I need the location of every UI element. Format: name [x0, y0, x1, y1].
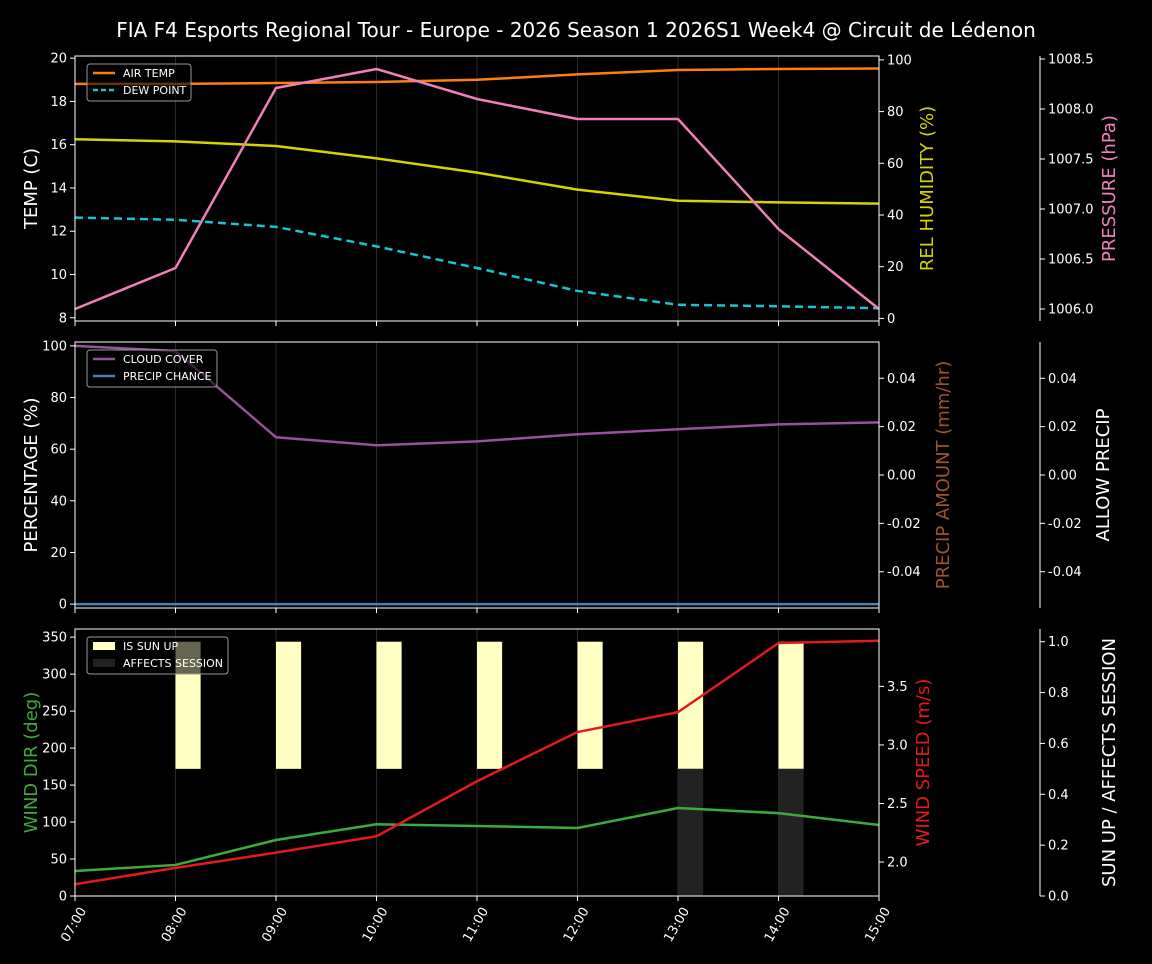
legend-label: CLOUD COVER — [123, 353, 204, 366]
tick-label: 0.0 — [1048, 890, 1069, 905]
series-line-rel-humidity — [74, 137, 880, 205]
tick-label: 80 — [50, 391, 67, 406]
tick-label: 0.00 — [887, 469, 916, 484]
legend: IS SUN UP AFFECTS SESSION — [86, 636, 229, 675]
axis-label: PRESSURE (hPa) — [1099, 115, 1120, 262]
tick-label: -0.02 — [887, 517, 921, 532]
chart-title: FIA F4 Esports Regional Tour - Europe - … — [116, 18, 1036, 42]
series-line-wind-speed-m-s — [74, 639, 880, 886]
tick-label: 2.5 — [887, 797, 908, 812]
tick-label: 350 — [42, 631, 67, 646]
tick-label: -0.04 — [887, 565, 921, 580]
axis-label: WIND SPEED (m/s) — [913, 679, 934, 847]
axis-label: SUN UP / AFFECTS SESSION — [1099, 638, 1120, 887]
tick-label: 1006.0 — [1048, 303, 1094, 318]
tick-label: 50 — [50, 853, 67, 868]
legend-label: IS SUN UP — [123, 640, 179, 653]
tick-label: 300 — [42, 668, 67, 683]
tick-label: 16 — [50, 138, 67, 153]
series-line-dew-point — [74, 216, 880, 310]
tick-label: 1006.5 — [1048, 253, 1094, 268]
panel-3: 0 50 100 150 200 250 300 350 WIND DIR (deg) 2.0 2.… — [21, 628, 1120, 945]
tick-label: 1007.0 — [1048, 203, 1094, 218]
legend-box — [86, 349, 218, 388]
panel-1: 8 10 12 14 16 18 20 TEMP (C) 0 20 40 60 80 100 REL HUM… — [21, 52, 1120, 327]
tick-label: 0.04 — [887, 372, 916, 387]
tick-label: -0.04 — [1048, 565, 1082, 580]
tick-label: 0 — [59, 890, 67, 905]
legend-label: DEW POINT — [123, 84, 187, 97]
tick-label: 3.5 — [887, 680, 908, 695]
tick-label: 1007.5 — [1048, 153, 1094, 168]
bar-affects-session — [778, 768, 804, 896]
tick-label: 1008.0 — [1048, 103, 1094, 118]
bar-is-sun-up — [577, 641, 603, 769]
series-line-air-temp — [75, 67, 880, 86]
axis-label: PRECIP AMOUNT (mm/hr) — [933, 361, 954, 590]
tick-label: 0 — [59, 598, 67, 613]
tick-label: 1008.5 — [1048, 53, 1094, 68]
tick-label: 18 — [50, 95, 67, 110]
tick-label: 0.04 — [1048, 372, 1077, 387]
axis-label: WIND DIR (deg) — [21, 692, 42, 834]
legend-swatch — [93, 642, 115, 650]
series-line-wind-dir-deg — [74, 806, 880, 873]
tick-label: 100 — [887, 53, 912, 68]
tick-label: 20 — [50, 52, 67, 67]
tick-label: 0 — [887, 312, 895, 327]
panel-2: 0 20 40 60 80 100 PERCENTAGE (%) -0.04 -0.02 0.00… — [21, 339, 1114, 613]
tick-label: 40 — [50, 494, 67, 509]
tick-label: 100 — [42, 816, 67, 831]
tick-label: 10 — [50, 268, 67, 283]
tick-label: 12 — [50, 225, 67, 240]
legend-label: AFFECTS SESSION — [123, 657, 223, 670]
bar-is-sun-up — [376, 641, 402, 769]
tick-label: 60 — [50, 443, 67, 458]
tick-label: 60 — [887, 157, 904, 172]
tick-label: 0.8 — [1048, 686, 1069, 701]
tick-label: 0.4 — [1048, 788, 1069, 803]
tick-label: 0.2 — [1048, 839, 1069, 854]
tick-label: 3.0 — [887, 738, 908, 753]
tick-label: 8 — [59, 311, 67, 326]
axis-label: TEMP (C) — [21, 148, 42, 230]
bar-is-sun-up — [778, 641, 804, 769]
tick-label: 0.02 — [1048, 420, 1077, 435]
tick-label: -0.02 — [1048, 517, 1082, 532]
tick-label: 20 — [887, 260, 904, 275]
tick-label: 0.02 — [887, 420, 916, 435]
bar-is-sun-up — [678, 641, 704, 769]
tick-label: 20 — [50, 546, 67, 561]
legend-box — [86, 636, 229, 675]
tick-label: 40 — [887, 209, 904, 224]
legend: AIR TEMP DEW POINT — [86, 63, 192, 102]
bar-affects-session — [678, 768, 704, 896]
legend: CLOUD COVER PRECIP CHANCE — [86, 349, 218, 388]
axis-label: PERCENTAGE (%) — [21, 397, 42, 552]
legend-label: AIR TEMP — [123, 67, 175, 80]
tick-label: 1.0 — [1048, 635, 1069, 650]
axis-label: REL HUMIDITY (%) — [917, 106, 938, 271]
tick-label: 150 — [42, 779, 67, 794]
tick-label: 100 — [42, 339, 67, 354]
series-line-pressure-hpa — [74, 67, 880, 311]
tick-label: 14 — [50, 181, 67, 196]
tick-label: 80 — [887, 105, 904, 120]
tick-label: 200 — [42, 742, 67, 757]
tick-label: 0.00 — [1048, 469, 1077, 484]
bar-is-sun-up — [477, 641, 503, 769]
tick-label: 2.0 — [887, 856, 908, 871]
legend-label: PRECIP CHANCE — [123, 370, 212, 383]
tick-label: 250 — [42, 705, 67, 720]
legend-swatch — [93, 659, 115, 667]
bar-is-sun-up — [276, 641, 302, 769]
tick-label: 0.6 — [1048, 737, 1069, 752]
axis-label: ALLOW PRECIP — [1093, 408, 1114, 541]
